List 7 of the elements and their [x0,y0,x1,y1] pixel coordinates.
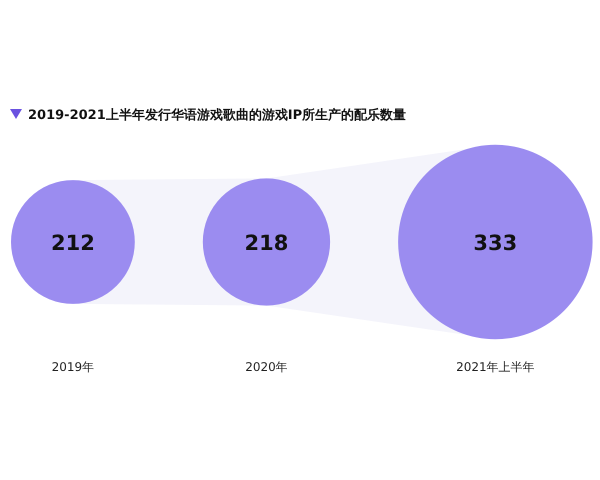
category-label: 2020年 [245,360,288,374]
data-label: 333 [473,231,518,255]
text: 2019-2021上半年发行华语游戏歌曲的游戏IP所生产的配乐数量 [28,106,408,125]
data-label: 212 [50,231,95,255]
data-label: 218 [244,231,288,255]
category-label: 2021年上半年 [456,360,535,374]
category-label: 2019年 [52,360,94,374]
